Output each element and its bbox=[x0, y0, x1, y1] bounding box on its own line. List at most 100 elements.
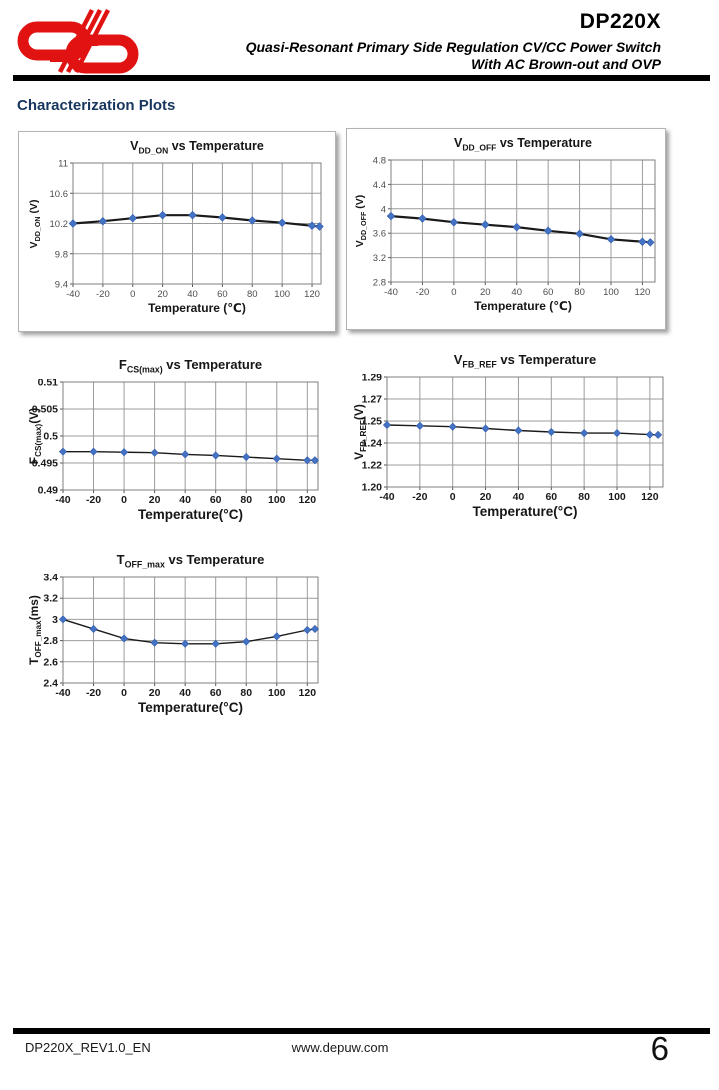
x-tick-label: 40 bbox=[513, 491, 525, 503]
data-point-marker bbox=[272, 454, 281, 463]
x-tick-label: 80 bbox=[240, 687, 252, 699]
footer-doc-ref: DP220X_REV1.0_EN bbox=[25, 1040, 151, 1055]
data-point-marker bbox=[188, 210, 197, 220]
data-point-marker bbox=[310, 624, 319, 633]
chart-title: VFB_REF vs Temperature bbox=[453, 352, 597, 370]
series-line bbox=[62, 618, 316, 645]
y-tick-label: 2.8 bbox=[43, 635, 58, 647]
data-point-marker bbox=[315, 222, 324, 231]
x-tick-label: 80 bbox=[578, 491, 590, 503]
x-tick-label: 40 bbox=[187, 289, 198, 300]
chart-title: TOFF_max vs Temperature bbox=[116, 552, 265, 570]
x-tick-label: 120 bbox=[304, 289, 320, 300]
x-tick-label: 20 bbox=[149, 494, 161, 506]
y-tick-label: 0.5 bbox=[43, 431, 58, 443]
y-axis-label: VDD_ON (V) bbox=[27, 199, 43, 248]
chart-toff-max: TOFF_max vs Temperature -40 -20 0 20 40 60 80 10… bbox=[25, 550, 325, 721]
x-tick-label: -40 bbox=[66, 289, 80, 300]
series-line bbox=[386, 424, 659, 436]
x-tick-label: 100 bbox=[268, 687, 286, 699]
data-point-marker bbox=[181, 450, 190, 459]
x-tick-label: 20 bbox=[149, 687, 161, 699]
x-tick-label: 60 bbox=[210, 494, 222, 506]
y-tick-label: 1.25 bbox=[362, 416, 383, 428]
y-tick-label: 3.6 bbox=[373, 229, 386, 240]
x-tick-label: 0 bbox=[451, 287, 456, 298]
data-point-marker bbox=[303, 456, 312, 465]
data-point-marker bbox=[120, 448, 129, 457]
y-tick-label: 10.6 bbox=[50, 189, 69, 200]
footer-page-number: 6 bbox=[650, 1030, 669, 1067]
x-tick-label: 120 bbox=[641, 491, 659, 503]
x-axis-label: Temperature(°C) bbox=[138, 507, 243, 522]
y-tick-label: 2.6 bbox=[43, 656, 58, 668]
data-point-marker bbox=[448, 422, 457, 431]
x-axis-label: Temperature (℃) bbox=[148, 301, 246, 315]
data-point-marker bbox=[128, 213, 137, 223]
data-point-marker bbox=[211, 639, 220, 648]
x-tick-label: 80 bbox=[247, 289, 258, 300]
data-point-marker bbox=[150, 638, 159, 647]
x-tick-label: -40 bbox=[384, 287, 398, 298]
data-point-marker bbox=[242, 453, 251, 462]
x-tick-label: 0 bbox=[121, 687, 127, 699]
document-subtitle-line2: With AC Brown-out and OVP bbox=[471, 56, 661, 72]
x-tick-label: 100 bbox=[268, 494, 286, 506]
x-tick-label: -40 bbox=[379, 491, 394, 503]
plot-border bbox=[62, 576, 319, 684]
plot-area: -40 -20 0 20 40 60 80 100 120 11 10.6 10.2 9.8 9.4 bbox=[50, 159, 324, 300]
data-point-marker bbox=[512, 222, 521, 232]
x-tick-label: 60 bbox=[545, 491, 557, 503]
y-tick-label: 3 bbox=[52, 614, 58, 626]
x-tick-label: 100 bbox=[603, 287, 619, 298]
x-axis-label: Temperature(°C) bbox=[138, 700, 243, 715]
y-tick-label: 2.4 bbox=[43, 678, 58, 690]
x-axis-label: Temperature(°C) bbox=[472, 504, 578, 519]
data-point-marker bbox=[547, 427, 556, 437]
x-tick-label: -20 bbox=[96, 289, 110, 300]
x-tick-label: -20 bbox=[86, 687, 101, 699]
chart-vdd-on: VDD_ON vs Temperature -40 -20 0 20 40 60 80 100 1… bbox=[18, 131, 336, 332]
y-tick-label: 10.2 bbox=[50, 219, 69, 230]
data-point-marker bbox=[120, 634, 129, 643]
section-title: Characterization Plots bbox=[17, 97, 176, 114]
plot-area: -40 -20 0 20 40 60 80 100 120 1.29 1.27 1.25 1.24 1.2… bbox=[362, 374, 664, 503]
data-point-marker bbox=[89, 447, 98, 456]
data-point-marker bbox=[449, 217, 459, 227]
x-tick-label: 20 bbox=[480, 491, 492, 503]
y-axis-label: VDD_OFF (V) bbox=[353, 194, 369, 248]
x-axis-label: Temperature (℃) bbox=[474, 299, 572, 313]
series-line bbox=[63, 450, 315, 462]
data-point-marker bbox=[612, 429, 622, 438]
x-tick-label: 60 bbox=[217, 289, 228, 300]
data-point-marker bbox=[303, 625, 312, 635]
y-tick-label: 4 bbox=[381, 204, 386, 215]
chart-title: FCS(max) vs Temperature bbox=[118, 357, 263, 375]
x-tick-label: -40 bbox=[55, 687, 70, 699]
x-tick-label: 40 bbox=[511, 287, 522, 298]
data-point-marker bbox=[150, 448, 159, 457]
y-tick-label: 3.2 bbox=[373, 253, 386, 264]
series-line bbox=[390, 215, 651, 244]
data-point-marker bbox=[89, 624, 98, 633]
plot-border bbox=[386, 376, 664, 488]
company-logo bbox=[17, 8, 139, 74]
data-point-marker bbox=[382, 420, 392, 429]
x-tick-label: 0 bbox=[450, 491, 456, 503]
plot-area: -40 -20 0 20 40 60 80 100 120 4.8 4.4 4 3.6 3.2 2.8 bbox=[373, 156, 656, 298]
x-tick-label: -20 bbox=[412, 491, 427, 503]
data-point-marker bbox=[415, 421, 424, 430]
chart-title: VDD_OFF vs Temperature bbox=[454, 136, 592, 153]
data-point-marker bbox=[181, 639, 190, 648]
x-tick-label: 20 bbox=[157, 289, 168, 300]
data-point-marker bbox=[58, 615, 68, 624]
x-tick-label: 100 bbox=[608, 491, 626, 503]
data-point-marker bbox=[606, 235, 616, 244]
x-tick-label: 120 bbox=[299, 494, 317, 506]
x-tick-label: 120 bbox=[299, 687, 317, 699]
data-point-marker bbox=[242, 637, 251, 646]
data-point-marker bbox=[310, 456, 319, 465]
x-tick-label: 40 bbox=[179, 494, 191, 506]
plot-border bbox=[390, 159, 656, 283]
data-point-marker bbox=[514, 426, 523, 435]
